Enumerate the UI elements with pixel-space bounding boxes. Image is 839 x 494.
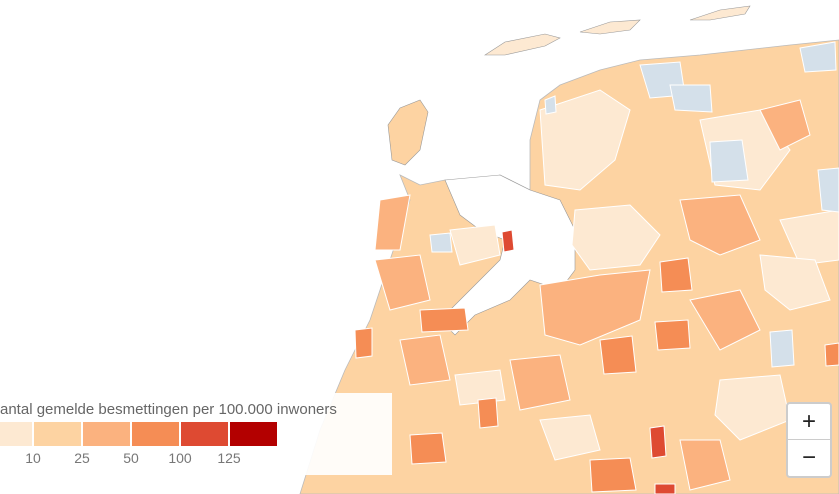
legend-swatch (132, 422, 179, 446)
legend-swatch (34, 422, 81, 446)
legend-label: 25 (74, 450, 90, 466)
islands (387, 5, 751, 166)
legend-swatch (181, 422, 228, 446)
legend-swatch (83, 422, 130, 446)
lake (439, 174, 576, 336)
legend-label: 125 (217, 450, 241, 466)
legend: antal gemelde besmettingen per 100.000 i… (0, 393, 392, 475)
legend-label: 100 (168, 450, 192, 466)
municipalities (354, 41, 839, 494)
zoom-control: + − (786, 402, 832, 478)
zoom-out[interactable]: − (788, 439, 830, 475)
legend-swatch (0, 422, 32, 446)
legend-scale: 10 25 50 100 125 (0, 422, 277, 466)
legend-label: 50 (123, 450, 139, 466)
legend-swatch (230, 422, 277, 446)
legend-title: antal gemelde besmettingen per 100.000 i… (0, 401, 337, 418)
legend-label: 10 (25, 450, 41, 466)
zoom-in[interactable]: + (801, 408, 816, 435)
